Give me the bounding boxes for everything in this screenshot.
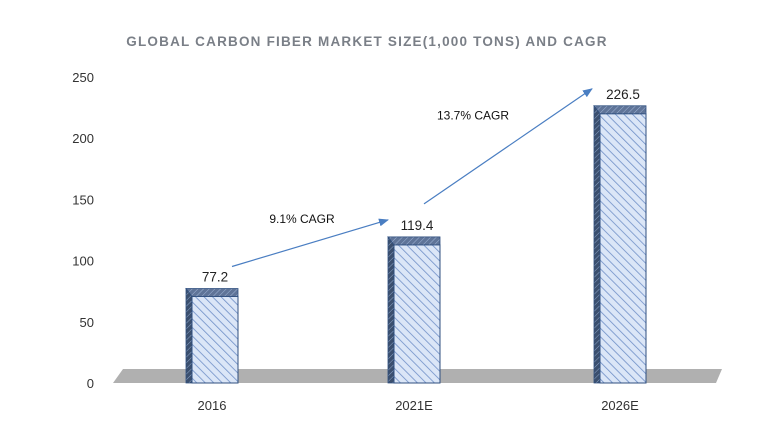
cagr-annotation: 9.1% CAGR (269, 212, 335, 226)
y-tick-label: 100 (72, 254, 94, 269)
cagr-arrow (423, 88, 593, 205)
y-tick-label: 250 (72, 70, 94, 85)
bar-2021E (387, 236, 441, 384)
bar-face (393, 244, 441, 384)
bar-side (593, 105, 601, 384)
bar-face (599, 113, 647, 384)
bars-group (185, 105, 647, 384)
bar-2026E (593, 105, 647, 384)
y-axis: 0 50 100 150 200 250 (72, 70, 94, 391)
data-label: 77.2 (202, 270, 228, 285)
bar-top (185, 288, 239, 297)
x-tick-label: 2016 (198, 398, 227, 413)
y-tick-label: 0 (87, 376, 94, 391)
data-labels-group: 77.2 119.4 226.5 (202, 87, 640, 285)
x-tick-label: 2026E (601, 398, 639, 413)
cagr-annotation: 13.7% CAGR (437, 108, 509, 122)
annotations-group: 9.1% CAGR 13.7% CAGR (231, 88, 593, 268)
data-label: 119.4 (401, 218, 434, 233)
y-tick-label: 200 (72, 131, 94, 146)
y-tick-label: 50 (80, 315, 94, 330)
x-tick-label: 2021E (395, 398, 433, 413)
bar-top (387, 236, 441, 246)
bar-face (191, 296, 239, 384)
bar-2016 (185, 287, 239, 384)
data-label: 226.5 (606, 87, 640, 102)
y-tick-label: 150 (72, 192, 94, 207)
bar-side (185, 287, 193, 384)
x-axis: 2016 2021E 2026E (198, 398, 640, 413)
bar-side (387, 236, 395, 384)
cagr-arrow (231, 218, 389, 268)
bar-top (593, 105, 647, 115)
chart-title: GLOBAL CARBON FIBER MARKET SIZE(1,000 TO… (126, 34, 607, 49)
